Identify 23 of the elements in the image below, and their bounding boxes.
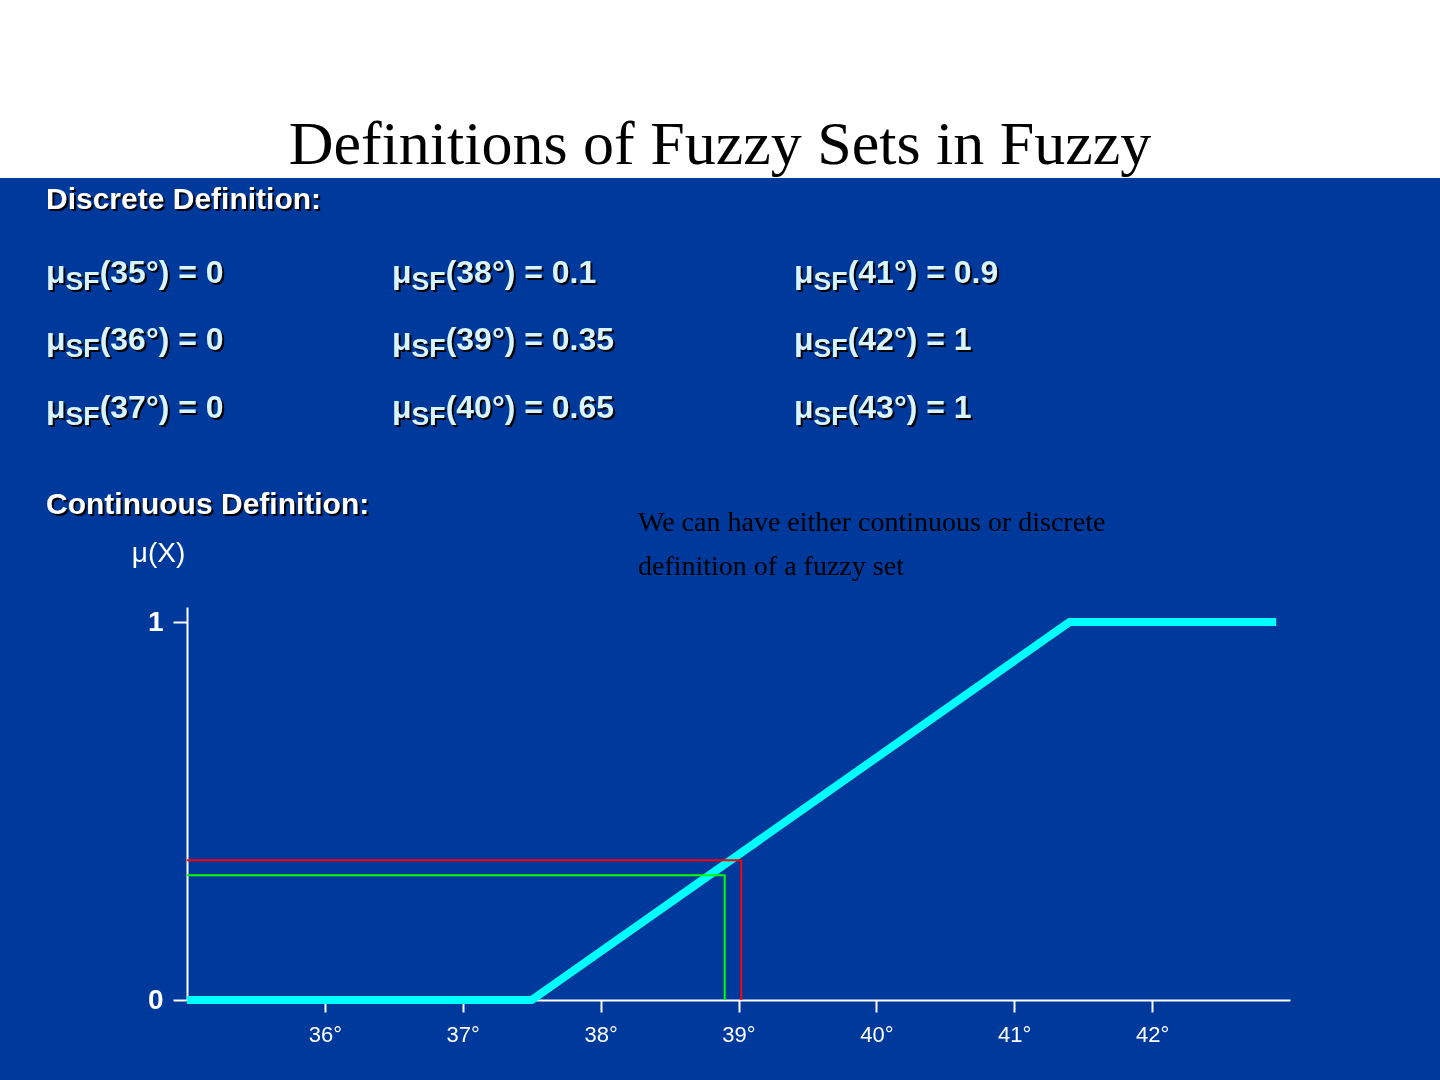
text: Discrete Definition: — [46, 182, 322, 216]
text: μ$_{SF}$(41°) = 0.9 — [794, 253, 1000, 299]
y-tick-label: 1 — [147, 605, 164, 637]
chart-title: Definitions of Fuzzy Sets in Fuzzy — [287, 108, 1153, 178]
text: μ$_{SF}$(35°) = 0 — [46, 253, 225, 299]
x-tick-label: 36° — [308, 1021, 343, 1047]
text: μ$_{SF}$(40°) = 0.65 — [392, 387, 616, 434]
x-tick-label: 37° — [446, 1021, 480, 1047]
text: μ$_{SF}$(37°) = 0 — [46, 387, 225, 434]
x-tick-label: 42° — [1135, 1021, 1170, 1047]
x-tick-label: 39° — [722, 1021, 756, 1047]
x-tick-label: 41° — [998, 1021, 1032, 1047]
text: We can have either continuous or discrete definition of a fuzzy set — [638, 505, 1107, 583]
text: μ$_{SF}$(42°) = 1 — [794, 320, 973, 366]
y-axis-title: μ(X) — [131, 536, 186, 568]
text: μ$_{SF}$(43°) = 1 — [794, 387, 973, 434]
x-tick-label: 40° — [860, 1021, 894, 1047]
text: μ$_{SF}$(36°) = 0 — [46, 320, 225, 366]
text: μ$_{SF}$(39°) = 0.35 — [392, 320, 616, 366]
text: μ$_{SF}$(38°) = 0.1 — [392, 253, 598, 299]
y-tick-label: 0 — [147, 983, 164, 1015]
text: Continuous Definition: — [46, 487, 370, 521]
x-tick-label: 38° — [584, 1021, 618, 1047]
